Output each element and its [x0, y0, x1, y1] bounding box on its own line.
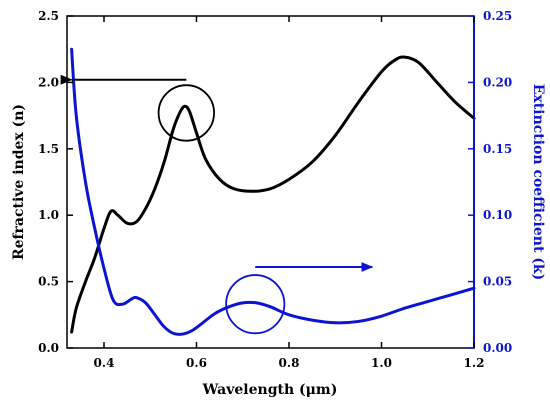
left-y-tick-label: 2.0	[38, 75, 59, 89]
series-extinction-coefficient-line	[70, 47, 476, 336]
left-y-tick-label: 2.5	[38, 9, 59, 23]
left-y-axis-title: Refractive index (n)	[11, 104, 27, 260]
right-y-tick-label: 0.10	[483, 208, 512, 222]
x-tick-label: 1.2	[464, 356, 485, 370]
annotation-circle-k	[225, 274, 286, 335]
annotation-circle-n	[157, 84, 215, 142]
x-tick-label: 0.8	[279, 356, 300, 370]
left-y-tick-label: 1.0	[38, 208, 59, 222]
x-tick-label: 0.4	[94, 356, 115, 370]
right-y-axis: 0.00 0.05 0.10 0.15 0.20 0.25	[468, 9, 512, 355]
right-y-tick-label: 0.20	[483, 75, 512, 89]
left-y-tick-label: 1.5	[38, 142, 59, 156]
plot-frame	[66, 15, 475, 349]
left-y-axis: 0.0 0.5 1.0 1.5 2.0 2.5	[38, 9, 73, 355]
left-y-tick-label: 0.5	[38, 275, 59, 289]
x-axis-title: Wavelength (μm)	[202, 382, 338, 398]
x-tick-label: 0.6	[186, 356, 207, 370]
right-y-tick-label: 0.05	[483, 275, 512, 289]
plot-area	[60, 47, 476, 336]
right-y-tick-label: 0.00	[483, 341, 512, 355]
right-y-tick-label: 0.25	[483, 9, 512, 23]
right-y-axis-title: Extinction coefficient (k)	[530, 84, 546, 280]
x-axis: 0.4 0.6 0.8 1.0 1.2	[94, 16, 485, 370]
left-y-tick-label: 0.0	[38, 341, 59, 355]
right-y-tick-label: 0.15	[483, 142, 512, 156]
series-refractive-index-line	[70, 55, 476, 334]
x-tick-label: 1.0	[371, 356, 392, 370]
